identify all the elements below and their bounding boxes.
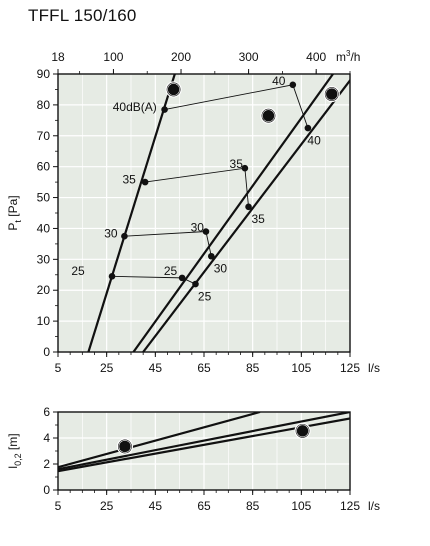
- chart1-series-badge-30-label: 30: [326, 90, 338, 101]
- chart1-annotation-1: 25: [164, 264, 178, 278]
- chart1-level-point-0: [108, 273, 116, 280]
- chart2-series-20: [58, 412, 350, 471]
- chart1-annotation-4: 30: [191, 221, 205, 235]
- chart1-top-tick-label-4: 400: [306, 50, 326, 64]
- chart1-ytick-label-9: 90: [37, 67, 51, 81]
- chart1-level-point-8: [245, 203, 252, 211]
- chart1-annotation-9: 40dB(A): [113, 100, 157, 114]
- chart1-level-point-11: [304, 124, 312, 132]
- chart1-annotation-6: 35: [122, 173, 136, 187]
- chart1-level-point-2: [192, 280, 199, 288]
- chart1-ytick-label-5: 50: [37, 191, 51, 205]
- chart1-annotation-2: 25: [198, 289, 212, 303]
- chart1-level-point-1: [178, 274, 186, 282]
- chart2-xtick-label-2: 45: [149, 499, 163, 513]
- chart2-series-badge-30-ring: [296, 424, 309, 438]
- chart2-xtick-label-3: 65: [197, 499, 211, 513]
- chart1-xtick-label-6: 125: [340, 361, 360, 375]
- chart1-top-unit: m3/h: [336, 49, 360, 64]
- chart1-series-badge-20-ring: [262, 109, 275, 122]
- chart1-series-10: [87, 74, 176, 352]
- chart1-ytick-label-7: 70: [37, 129, 51, 143]
- chart1-top-tick-label-2: 200: [171, 50, 191, 64]
- chart2-series-badge-10: 10: [116, 438, 134, 455]
- chart2-xtick-label-6: 125: [340, 499, 360, 513]
- chart1-series-badge-30-circle: [323, 85, 340, 103]
- chart2-ytick-label-0: 0: [43, 483, 50, 497]
- chart1-series-20: [132, 74, 334, 352]
- chart1-annotation-3: 30: [104, 227, 118, 241]
- chart1-annotation-5: 30: [214, 262, 228, 276]
- chart1-series-badge-20: 20: [260, 107, 277, 124]
- chart2-series-10: [58, 412, 261, 469]
- chart1-xtick-label-2: 45: [149, 361, 163, 375]
- chart1-series-badge-20-circle: [260, 107, 277, 124]
- chart2-ytick-label-2: 4: [43, 431, 50, 445]
- chart2-ylabel: l0,2 [m]: [6, 433, 23, 468]
- chart1-ytick-label-2: 20: [37, 283, 51, 297]
- chart1-xtick-label-0: 5: [55, 361, 62, 375]
- chart1-ylabel-text: Pt [Pa]: [6, 195, 23, 230]
- chart1-series-badge-10-label: 10: [168, 85, 180, 96]
- chart1-level-point-7: [241, 164, 249, 172]
- chart1-ytick-label-8: 80: [37, 98, 51, 112]
- chart2-series-badge-30-label: 30: [297, 426, 309, 437]
- chart1-annotation-11: 40: [307, 133, 321, 147]
- chart2-series-badge-10-label: 10: [119, 442, 131, 453]
- chart1-xtick-label-3: 65: [197, 361, 211, 375]
- chart1-series-badge-30: 30: [323, 85, 340, 103]
- chart1-xtick-label-1: 25: [100, 361, 114, 375]
- chart1-annotation-0: 25: [71, 264, 85, 278]
- chart2-series-badge-30: 30: [294, 422, 311, 439]
- chart1-ytick-label-1: 10: [37, 314, 51, 328]
- chart1-series-badge-30-ring: [325, 87, 339, 101]
- chart2-series-badge-10-circle: [116, 438, 134, 455]
- chart2-series-badge-30-circle: [294, 422, 311, 439]
- chart1-ytick-label-4: 40: [37, 221, 51, 235]
- chart1-xunit: l/s: [368, 361, 380, 375]
- chart1-level-point-9: [161, 106, 168, 113]
- chart1-annotation-7: 35: [230, 157, 244, 171]
- chart1-xtick-label-4: 85: [246, 361, 260, 375]
- chart1-series-badge-10-ring: [167, 83, 180, 96]
- chart1-level-point-4: [202, 228, 210, 235]
- chart1-annotation-10: 40: [272, 74, 286, 88]
- chart-title: TFFL 150/160: [28, 6, 137, 25]
- chart1-series-badge-10: 10: [165, 81, 182, 98]
- chart2-xtick-label-5: 105: [291, 499, 311, 513]
- chart1-xtick-label-5: 105: [291, 361, 311, 375]
- chart2-series-badge-10-ring: [118, 440, 132, 453]
- chart2-xtick-label-4: 85: [246, 499, 260, 513]
- chart1-ytick-label-3: 30: [37, 252, 51, 266]
- chart1-level-point-10: [289, 81, 297, 89]
- chart1-ylabel: Pt [Pa]: [6, 195, 23, 230]
- chart1-series-badge-20-label: 20: [263, 111, 275, 122]
- chart1-ytick-label-6: 60: [37, 160, 51, 174]
- chart1-top-tick-label-1: 100: [103, 50, 123, 64]
- chart2-ylabel-text: l0,2 [m]: [6, 433, 23, 468]
- chart2-xtick-label-1: 25: [100, 499, 114, 513]
- chart1-level-point-3: [121, 232, 128, 240]
- chart2-xtick-label-0: 5: [55, 499, 62, 513]
- chart1-series-badge-10-circle: [165, 81, 182, 98]
- chart2-xunit: l/s: [368, 499, 380, 513]
- chart1-annotation-8: 35: [251, 212, 265, 226]
- chart1-series-30: [142, 78, 350, 352]
- chart1-level-point-6: [141, 178, 149, 186]
- chart1-level-point-5: [208, 252, 215, 260]
- chart1-top-tick-label-0: 18: [51, 50, 65, 64]
- chart2-ytick-label-1: 2: [43, 457, 50, 471]
- chart2-ytick-label-3: 6: [43, 405, 50, 419]
- chart1-top-tick-label-3: 300: [239, 50, 259, 64]
- chart1-ytick-label-0: 0: [43, 345, 50, 359]
